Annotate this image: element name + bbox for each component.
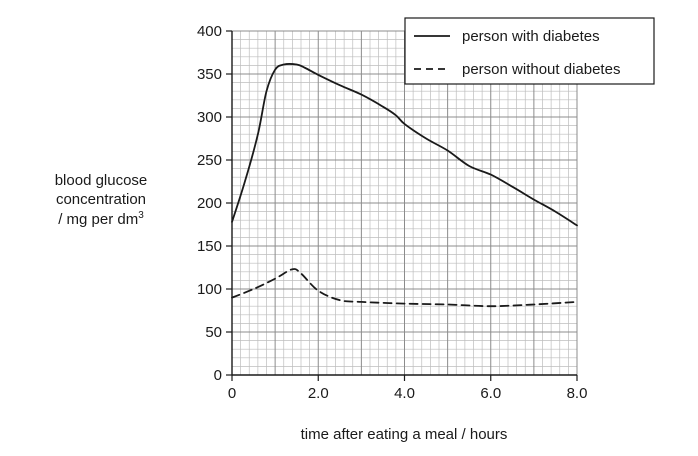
- y-tick-label: 300: [197, 109, 222, 126]
- legend-label-with-diabetes: person with diabetes: [462, 28, 600, 45]
- y-axis-title-line2: concentration: [56, 191, 146, 208]
- y-axis-title-superscript: 3: [138, 210, 144, 221]
- y-axis-title-unit: / mg per dm: [58, 211, 138, 228]
- y-tick-label: 350: [197, 66, 222, 83]
- legend: person with diabetes person without diab…: [404, 17, 655, 85]
- x-tick-label: 4.0: [394, 385, 415, 402]
- x-tick-label: 0: [228, 385, 236, 402]
- legend-label-without-diabetes: person without diabetes: [462, 61, 620, 78]
- series-line-without-diabetes: [231, 268, 578, 308]
- legend-box: [404, 17, 655, 85]
- y-axis-title-line1: blood glucose: [55, 172, 148, 189]
- series-line-with-diabetes: [231, 63, 578, 227]
- x-tick-label: 8.0: [567, 385, 588, 402]
- y-tick-label: 150: [197, 238, 222, 255]
- series-layer: [231, 63, 578, 308]
- y-tick-label: 250: [197, 152, 222, 169]
- x-tick-label: 6.0: [480, 385, 501, 402]
- x-axis-title: time after eating a meal / hours: [301, 426, 508, 443]
- y-tick-label: 100: [197, 281, 222, 298]
- ticks: 0 50 100 150 200 250 300 350 400 0 2.0 4.0 6.0 8.0: [197, 23, 587, 402]
- y-tick-label: 200: [197, 195, 222, 212]
- y-axis-title-line3: / mg per dm3: [58, 210, 144, 228]
- y-tick-label: 400: [197, 23, 222, 40]
- y-tick-label: 50: [205, 324, 222, 341]
- x-tick-label: 2.0: [308, 385, 329, 402]
- y-tick-label: 0: [214, 367, 222, 384]
